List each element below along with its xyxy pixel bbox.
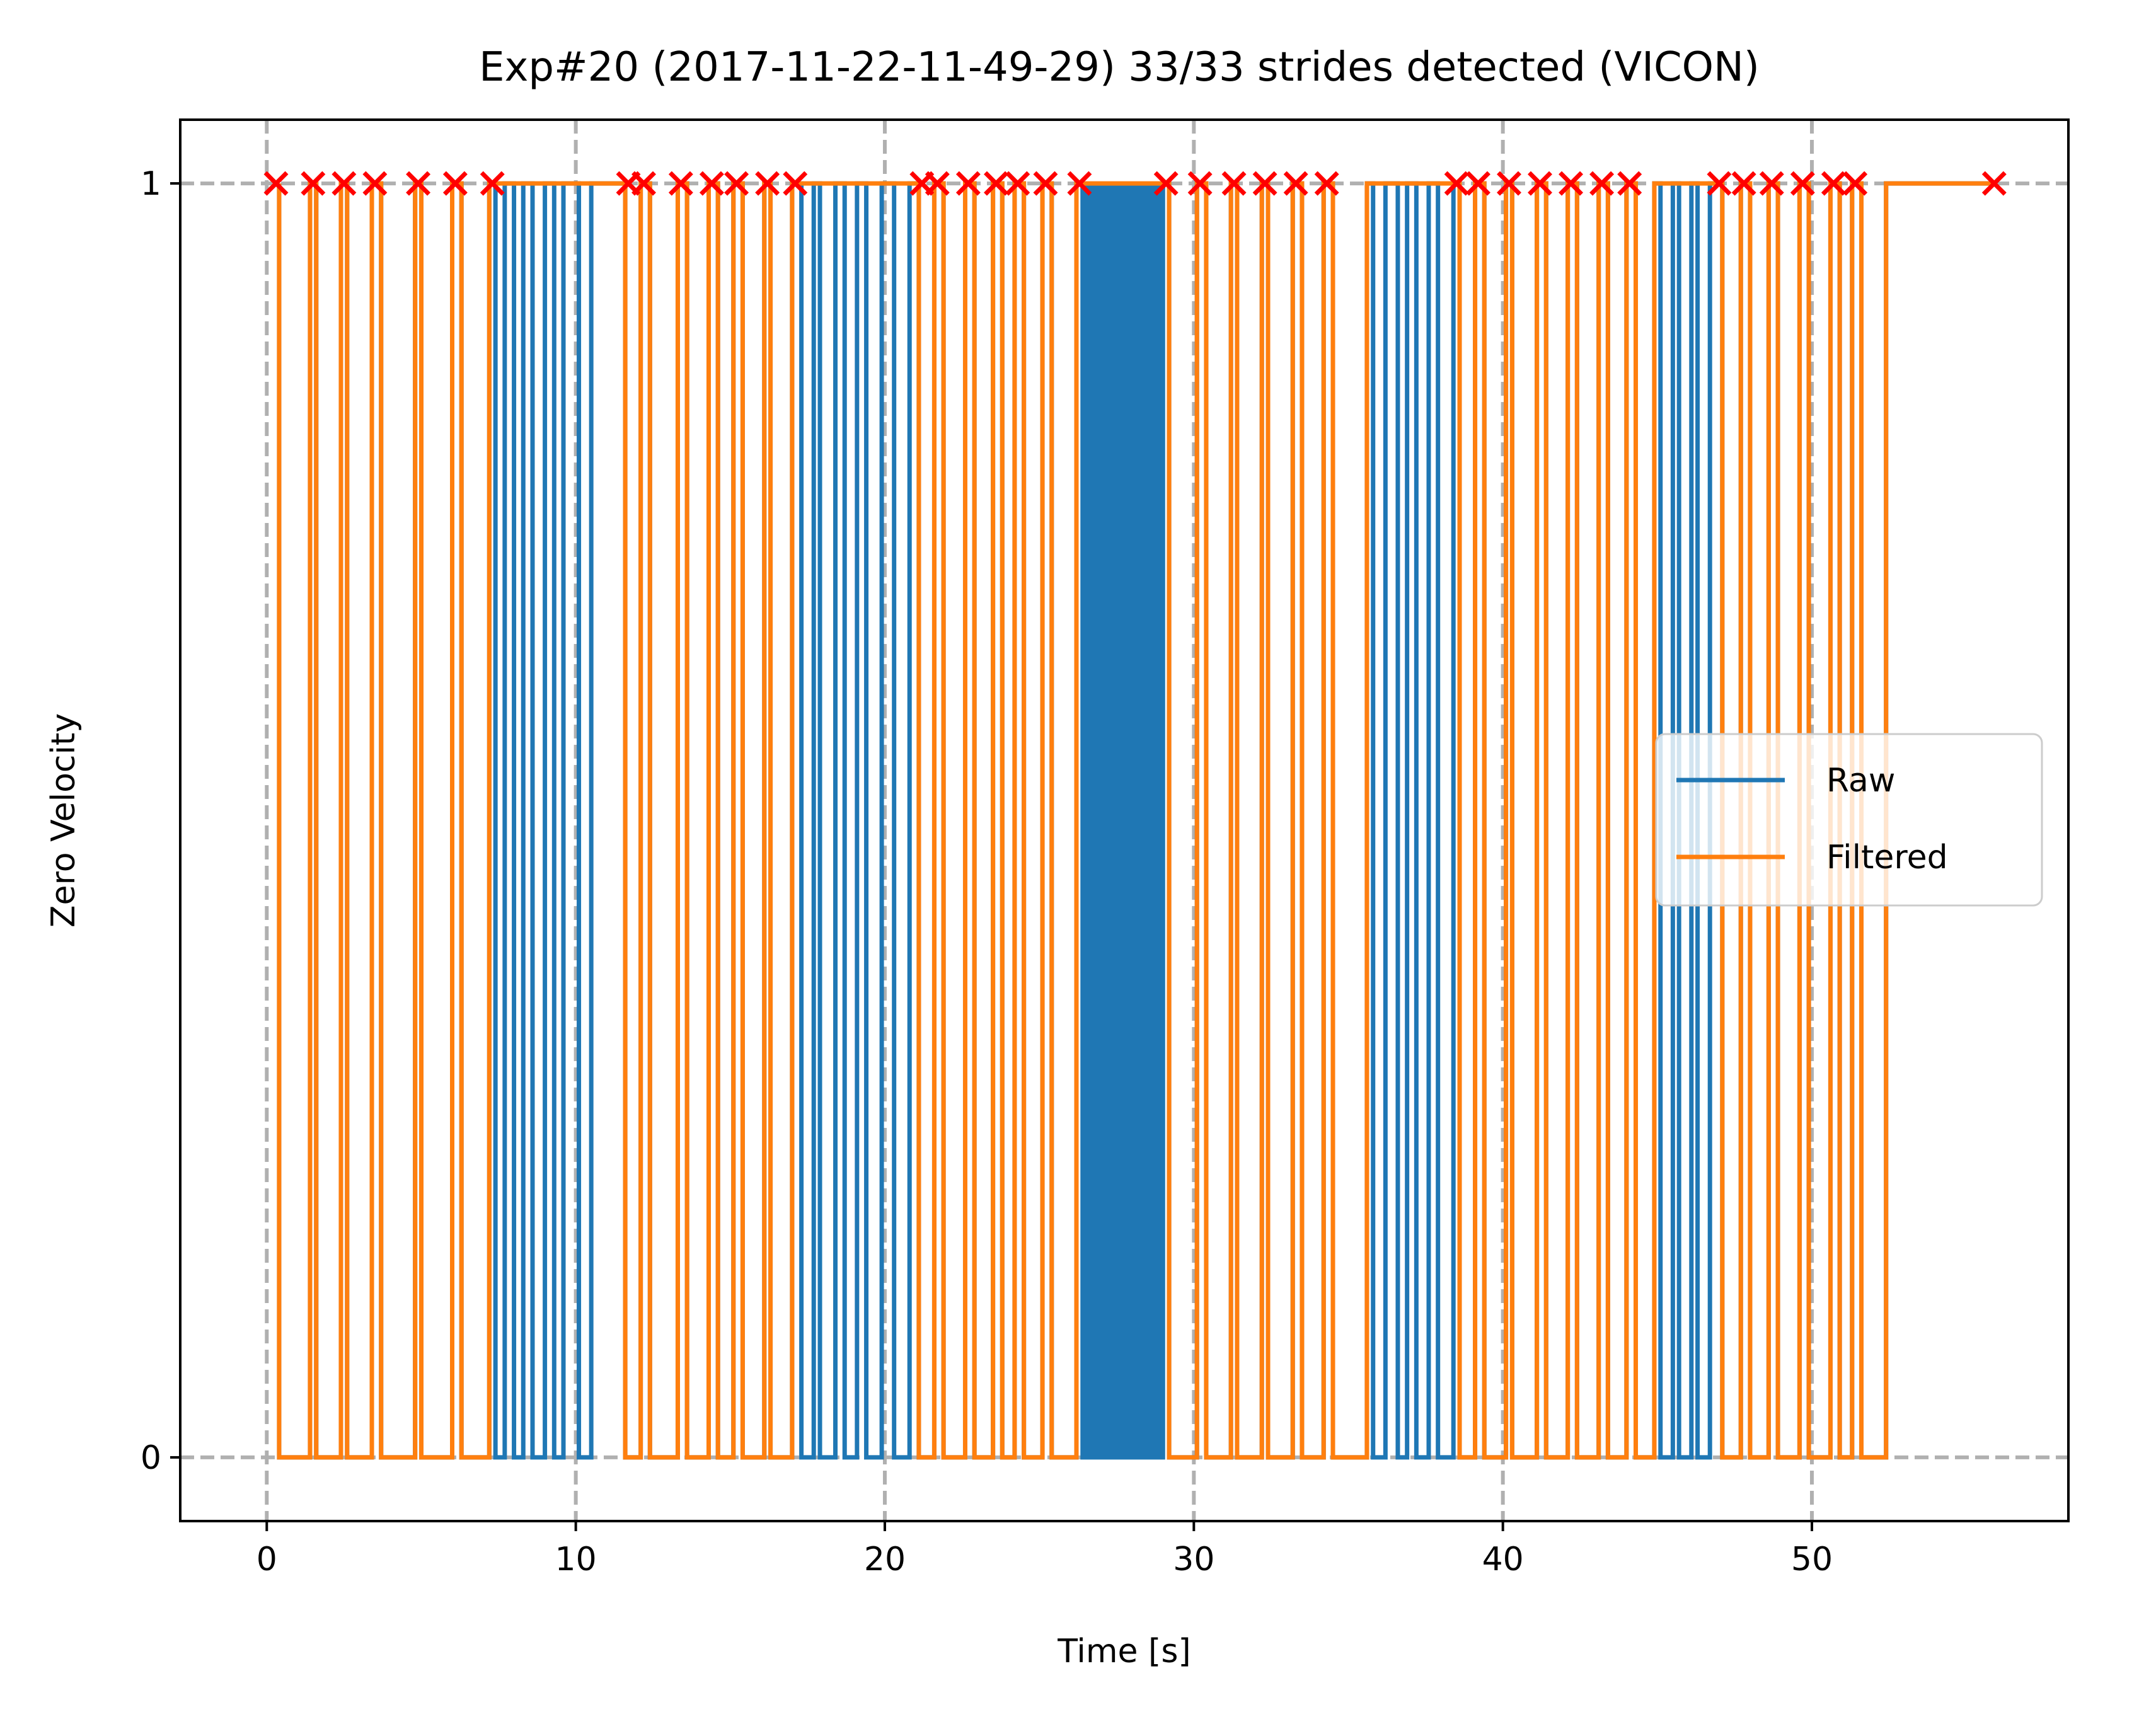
stride-marker [301,171,326,196]
y-axis-label: Zero Velocity [45,713,83,928]
stride-marker [783,171,808,196]
stride-marker [1589,171,1615,196]
stride-marker [1283,171,1308,196]
stride-marker [1187,171,1213,196]
stride-marker [1731,171,1756,196]
x-tick-label: 10 [555,1541,597,1578]
stride-marker [1821,171,1846,196]
stride-marker [955,171,981,196]
stride-marker [263,171,289,196]
legend-label-filtered: Filtered [1826,839,1948,876]
series-filtered-line [277,181,1995,1460]
stride-marker [1617,171,1642,196]
stride-marker [1005,171,1030,196]
stride-marker [699,171,724,196]
stride-marker [1759,171,1784,196]
x-tick-label: 0 [257,1541,277,1578]
stride-marker [362,171,388,196]
stride-marker [1067,171,1092,196]
x-tick-label: 40 [1482,1541,1524,1578]
stride-marker [1707,171,1732,196]
stride-marker [1252,171,1277,196]
y-tick-label: 1 [141,165,161,203]
x-axis-label: Time [s] [1057,1633,1190,1670]
legend-label-raw: Raw [1826,762,1895,800]
stride-marker [1444,171,1469,196]
y-axis: 01 [141,165,180,1477]
x-axis: 0 10 20 30 40 50 [257,1521,1833,1578]
stride-marker [1559,171,1584,196]
stride-marker [1153,171,1179,196]
stride-marker [1221,171,1247,196]
plot-area [263,171,2007,1460]
axes-frame [179,118,2070,1522]
stride-marker [1497,171,1521,196]
stride-marker [984,171,1008,196]
stride-marker [1790,171,1815,196]
stride-marker [406,171,431,196]
stride-marker [668,171,693,196]
x-tick-label: 50 [1791,1541,1833,1578]
stride-marker [1465,171,1490,196]
x-tick-label: 20 [864,1541,906,1578]
stride-marker [442,171,468,196]
legend: Raw Filtered [1655,733,2043,907]
stride-marker [1981,171,2007,196]
chart-title: Exp#20 (2017-11-22-11-49-29) 33/33 strid… [479,44,1760,91]
raw-dense-region [1082,183,1163,1457]
stride-marker [331,171,357,196]
stride-marker [1314,171,1339,196]
legend-box [1655,733,2043,907]
stride-marker [925,171,950,196]
stride-marker [1033,171,1058,196]
stride-marker [631,171,656,196]
stride-marker [1843,171,1868,196]
stride-marker [755,171,780,196]
stride-marker [1528,171,1552,196]
x-tick-label: 30 [1173,1541,1214,1578]
stride-marker [724,171,749,196]
stride-marker [480,171,505,196]
y-tick-label: 0 [141,1439,161,1477]
